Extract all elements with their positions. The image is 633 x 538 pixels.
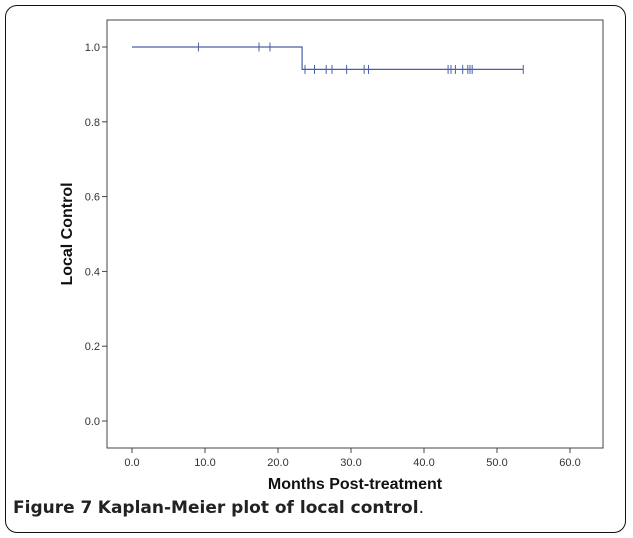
x-tick-label: 50.0 [486,457,507,469]
y-tick-label: 1.0 [85,42,100,54]
series [132,42,524,74]
x-tick-label: 0.0 [124,457,139,469]
x-axis-label: Months Post-treatment [268,476,443,493]
y-tick-label: 0.8 [85,117,100,129]
y-tick-label: 0.0 [85,416,100,428]
y-tick-label: 0.4 [85,266,100,278]
x-tick-label: 40.0 [413,457,434,469]
caption-label: Figure 7 [13,498,93,518]
x-tick-label: 60.0 [559,457,580,469]
x-tick-label: 30.0 [340,457,361,469]
axes: 0.0 10.0 20.0 30.0 40.0 50.0 60.0 0.0 0.2 0.4 0.6 0… [85,42,581,469]
caption-period: . [418,498,424,518]
survival-curve [132,46,524,70]
y-tick-label: 0.6 [85,192,100,204]
y-axis-label: Local Control [59,182,76,285]
y-tick-label: 0.2 [85,341,100,353]
x-tick-label: 10.0 [194,457,215,469]
x-tick-label: 20.0 [267,457,288,469]
plot-area [106,19,604,449]
caption-text: Kaplan-Meier plot of local control [97,498,419,518]
figure-caption: Figure 7 Kaplan-Meier plot of local cont… [13,498,424,518]
